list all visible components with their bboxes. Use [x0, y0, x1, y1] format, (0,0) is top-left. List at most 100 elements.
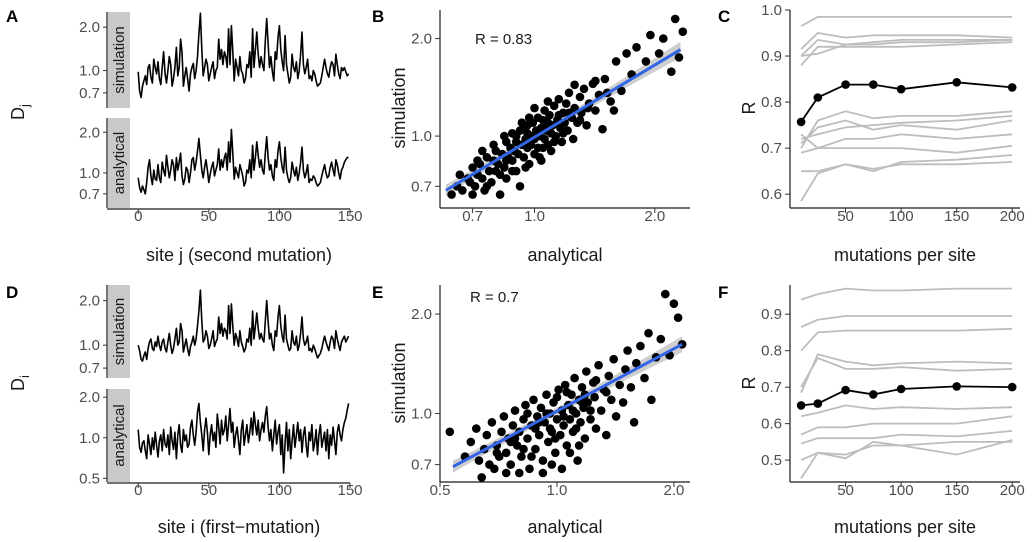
x-tick-label: 100 [889, 208, 914, 225]
background-series-line [800, 161, 1013, 202]
scatter-point [656, 334, 666, 344]
highlight-point [796, 401, 806, 410]
scatter-point [502, 174, 511, 183]
scatter-point [489, 140, 498, 150]
scatter-point [621, 365, 630, 374]
facet-simulation: simulation 0.7 1.0 2.0 [79, 285, 350, 378]
x-tick-label: 2.0 [663, 482, 684, 499]
background-series-line [800, 133, 1013, 150]
scatter-point [591, 424, 601, 433]
highlight-point [952, 382, 961, 391]
scatter-point [554, 94, 564, 104]
x-tick-label: 200 [1000, 482, 1025, 499]
scatter-point [594, 360, 603, 370]
x-tick-label: 200 [1000, 208, 1025, 225]
scatter-point [545, 424, 555, 433]
y-tick-label: 1.0 [79, 63, 100, 80]
scatter-point [571, 424, 581, 433]
highlight-series-line [801, 385, 1013, 407]
scatter-point [560, 380, 570, 390]
scatter-point [511, 131, 521, 141]
scatter-point [551, 434, 560, 443]
scatter-point [515, 182, 525, 191]
scatter-point [527, 452, 536, 461]
background-series-line [801, 154, 1013, 173]
scatter-point [641, 57, 651, 66]
x-tick-label: 50 [200, 482, 217, 499]
x-axis-title: analytical [527, 245, 602, 265]
strip-label: analytical [111, 404, 128, 467]
y-axis-title-main: D [8, 378, 28, 391]
y-tick-label: 2.0 [79, 389, 100, 406]
scatter-point [617, 86, 626, 96]
scatter-point [482, 430, 492, 440]
scatter-point [530, 103, 539, 113]
panel-letter-b: B [372, 7, 384, 26]
scatter-point [490, 464, 499, 474]
y-tick-label: 0.7 [411, 178, 432, 195]
y-tick-label: 1.0 [79, 337, 100, 354]
scatter-point [562, 387, 572, 397]
y-tick-label: 2.0 [411, 31, 432, 48]
scatter-point [506, 460, 515, 469]
scatter-point [538, 456, 548, 465]
scatter-point [552, 392, 562, 402]
background-series-line [800, 440, 1013, 461]
scatter-point [611, 57, 621, 66]
background-series-line [800, 110, 1013, 149]
highlight-point [796, 117, 806, 127]
scatter-point [510, 406, 520, 415]
y-tick-label: 1.0 [79, 165, 100, 182]
background-series-line [800, 144, 1013, 154]
correlation-annotation: R = 0.83 [475, 31, 532, 48]
scatter-point [508, 421, 518, 430]
scatter-point [646, 30, 655, 40]
y-axis-title: simulation [389, 67, 409, 148]
y-tick-label: 1.0 [79, 430, 100, 447]
scatter-point [492, 448, 502, 458]
background-series-line [800, 356, 1013, 388]
x-tick-label: 2.0 [644, 208, 665, 225]
scatter-point [678, 27, 688, 36]
background-series-line [800, 287, 1013, 301]
scatter-point [573, 456, 582, 465]
panel-letter-e: E [372, 283, 383, 302]
background-series-line [800, 15, 1013, 27]
scatter-point [647, 395, 656, 405]
panel-e: E 0.7 1.0 2.0 0.5 1.0 2.0 analytical simulation R… [372, 283, 690, 537]
scatter-point [552, 415, 562, 424]
y-axis-title-sub: i [17, 375, 32, 378]
panel-c: C 0.6 0.7 0.8 0.9 1.0 50 100 150 200 mutations per… [718, 2, 1025, 265]
x-tick-label: 150 [944, 482, 969, 499]
scatter-point [547, 460, 557, 469]
scatter-point [517, 118, 527, 127]
scatter-point [468, 190, 477, 199]
scatter-point [604, 371, 614, 381]
scatter-point [500, 163, 509, 172]
y-axis-title: simulation [389, 342, 409, 423]
scatter-point [632, 358, 641, 368]
x-axis-title: analytical [527, 517, 602, 537]
series-line-simulation [137, 12, 350, 99]
x-tick-label: 0.7 [462, 208, 483, 225]
facet-simulation: simulation 0.7 1.0 2.0 [79, 12, 350, 108]
scatter-point [478, 174, 487, 183]
scatter-point [596, 406, 606, 415]
scatter-point [557, 464, 567, 474]
y-axis-title: R [739, 377, 759, 390]
scatter-point [586, 415, 595, 424]
scatter-point [591, 376, 601, 385]
x-tick-label: 150 [944, 208, 969, 225]
y-tick-label: 1.0 [761, 2, 782, 19]
scatter-point [501, 468, 511, 478]
scatter-point [508, 166, 517, 176]
y-tick-label: 0.6 [761, 186, 782, 203]
scatter-point [472, 424, 481, 433]
facet-analytical: analytical 0.7 1.0 2.0 [79, 118, 349, 208]
highlight-point [813, 93, 823, 102]
scatter-point [482, 153, 492, 162]
scatter-point [579, 84, 589, 94]
y-tick-label: 1.0 [411, 405, 432, 422]
